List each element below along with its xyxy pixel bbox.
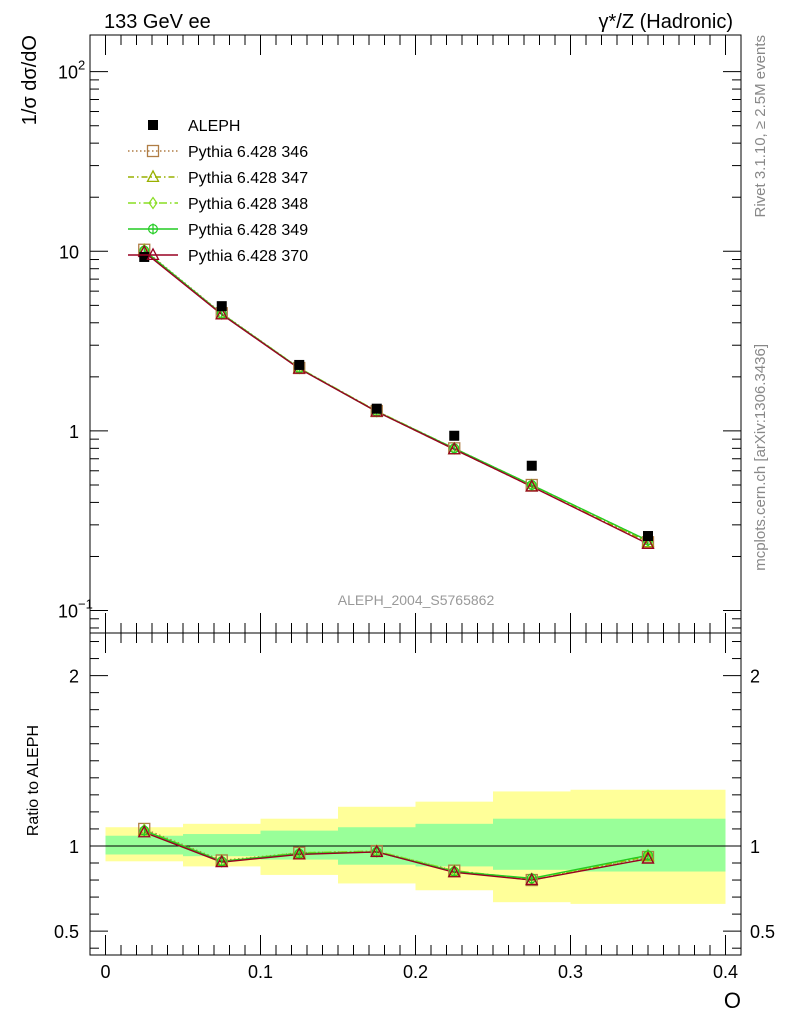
legend-marker-4 — [146, 247, 160, 261]
series-point-ratio-4 — [370, 844, 384, 857]
series-line-main-1 — [143, 249, 649, 543]
lines-layer — [143, 249, 649, 881]
data-point — [643, 531, 653, 542]
data-point — [371, 403, 382, 414]
series-line-main-0 — [143, 249, 649, 543]
header-left: 133 GeV ee — [104, 11, 211, 33]
ratio-stat-band — [493, 818, 571, 870]
series-point-ratio-4 — [447, 864, 461, 878]
x-tick-label: 0.1 — [248, 962, 273, 982]
legend-label-1: Pythia 6.428 347 — [188, 170, 308, 187]
markers-layer — [137, 243, 655, 887]
series-line-main-2 — [143, 249, 649, 542]
y-ratio-tick-label-right: 0.5 — [750, 922, 775, 942]
series-point-ratio-4 — [292, 847, 306, 860]
data-point — [449, 430, 460, 441]
x-axis-label: O — [724, 988, 741, 1013]
series-point-main-4 — [525, 479, 539, 492]
x-tick-label: 0.4 — [713, 962, 738, 982]
legend-marker-2 — [148, 196, 158, 210]
series-point-main-4 — [215, 307, 229, 320]
y-tick-label: 10 — [58, 602, 78, 622]
legend-label-0: Pythia 6.428 346 — [188, 144, 308, 161]
data-point — [294, 359, 305, 370]
side-text-top: Rivet 3.1.10, ≥ 2.5M events — [752, 35, 769, 218]
x-tick-label: 0.3 — [558, 962, 583, 982]
side-text-bottom: mcplots.cern.ch [arXiv:1306.3436] — [752, 344, 769, 571]
ratio-stat-band — [183, 834, 261, 857]
y-ratio-tick-label: 1 — [69, 837, 79, 857]
data-point — [139, 251, 150, 262]
legend: ALEPH Pythia 6.428 346 Pythia 6.428 347 Pyt… — [128, 118, 308, 265]
ratio-stat-band — [105, 835, 183, 855]
watermark: ALEPH_2004_S5765862 — [338, 592, 495, 608]
y-ratio-tick-label: 0.5 — [54, 922, 79, 942]
series-point-ratio-4 — [215, 854, 229, 868]
series-point-main-4 — [447, 441, 461, 455]
y-tick-exponent: 2 — [78, 58, 85, 73]
legend-marker-0 — [146, 144, 160, 158]
y-tick-label: 10 — [58, 63, 78, 83]
series-point-ratio-4 — [525, 872, 539, 886]
legend-marker-data — [148, 120, 158, 130]
series-point-ratio-4 — [641, 851, 655, 864]
series-point-main-4 — [641, 536, 655, 549]
y-ratio-tick-label-right: 1 — [750, 837, 760, 857]
legend-label-4: Pythia 6.428 370 — [188, 248, 308, 265]
data-point — [216, 301, 227, 312]
data-point — [526, 460, 537, 471]
series-line-main-4 — [143, 251, 649, 545]
x-tick-label: 0.2 — [403, 962, 428, 982]
legend-marker-1 — [146, 169, 160, 183]
y-axis-label-main: 1/σ dσ/dO — [19, 35, 41, 125]
header-right: γ*/Z (Hadronic) — [599, 11, 733, 33]
y-ratio-tick-label: 2 — [69, 667, 79, 687]
legend-label-3: Pythia 6.428 349 — [188, 222, 308, 239]
y-ratio-tick-label-right: 2 — [750, 667, 760, 687]
x-tick-label: 0 — [100, 962, 110, 982]
ratio-stat-band — [415, 823, 493, 867]
legend-label-2: Pythia 6.428 348 — [188, 196, 308, 213]
series-line-main-3 — [143, 249, 649, 542]
y-tick-label: 1 — [69, 422, 79, 442]
y-axis-label-ratio: Ratio to ALEPH — [25, 725, 42, 836]
legend-label-data: ALEPH — [188, 118, 240, 135]
series-point-ratio-4 — [137, 824, 151, 838]
y-tick-label: 10 — [59, 242, 79, 262]
y-tick-exponent: −1 — [78, 597, 93, 612]
